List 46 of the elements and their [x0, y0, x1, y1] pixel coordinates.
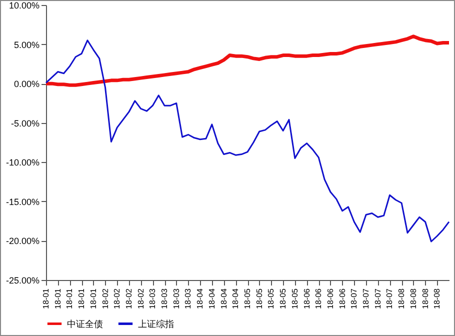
x-tick-label: 18-08	[397, 288, 406, 309]
x-tick-label: 18-06	[326, 288, 335, 309]
y-tick-label: -15.00%	[6, 196, 40, 207]
x-tick-label: 18-08	[420, 288, 430, 309]
x-tick-label: 18-05	[254, 288, 264, 309]
x-tick-label: 18-03	[172, 288, 181, 309]
x-tick-label: 18-01	[77, 288, 86, 309]
y-tick-label: 10.00%	[8, 0, 40, 10]
x-tick-label: 18-07	[362, 288, 371, 309]
x-tick-label: 18-05	[266, 288, 276, 309]
x-tick-label: 18-02	[100, 288, 110, 309]
x-tick-label: 18-07	[385, 288, 394, 309]
x-tick-label: 18-06	[314, 288, 324, 309]
x-tick-label: 18-05	[243, 288, 252, 309]
x-tick-label: 18-05	[278, 288, 288, 309]
x-tick-label: 18-04	[196, 288, 205, 309]
x-tick-label: 18-01	[88, 288, 98, 309]
y-tick-label: 0.00%	[14, 79, 40, 90]
legend-label: 上证综指	[138, 318, 174, 330]
x-tick-label: 18-05	[290, 288, 300, 309]
x-tick-label: 18-07	[373, 288, 382, 309]
x-tick-label: 18-06	[338, 288, 347, 309]
x-tick-label: 18-08	[432, 288, 442, 309]
x-tick-label: 18-01	[65, 288, 74, 309]
x-tick-label: 18-03	[148, 288, 158, 309]
line-series	[45, 40, 450, 242]
x-tick-label: 18-04	[231, 288, 240, 309]
legend-label: 中证全债	[67, 318, 103, 330]
x-tick-label: 18-03	[184, 288, 193, 309]
x-tick-label: 18-02	[124, 288, 134, 309]
y-tick-label: -20.00%	[6, 236, 40, 246]
x-tick-label: 18-01	[42, 288, 50, 309]
x-tick-label: 18-02	[112, 288, 122, 309]
line-series	[44, 34, 451, 87]
x-tick-label: 18-07	[350, 288, 359, 309]
x-tick-label: 18-03	[160, 288, 170, 309]
x-tick-label: 18-02	[136, 288, 146, 309]
y-tick-label: 5.00%	[14, 40, 40, 50]
y-tick-label: -25.00%	[6, 276, 40, 286]
x-tick-label: 18-04	[207, 288, 216, 309]
x-tick-label: 18-01	[53, 288, 62, 309]
x-tick-label: 18-06	[302, 288, 312, 309]
y-tick-label: -5.00%	[10, 118, 40, 128]
x-tick-label: 18-04	[219, 288, 228, 309]
y-tick-label: -10.00%	[6, 158, 40, 168]
x-tick-label: 18-08	[408, 288, 418, 309]
